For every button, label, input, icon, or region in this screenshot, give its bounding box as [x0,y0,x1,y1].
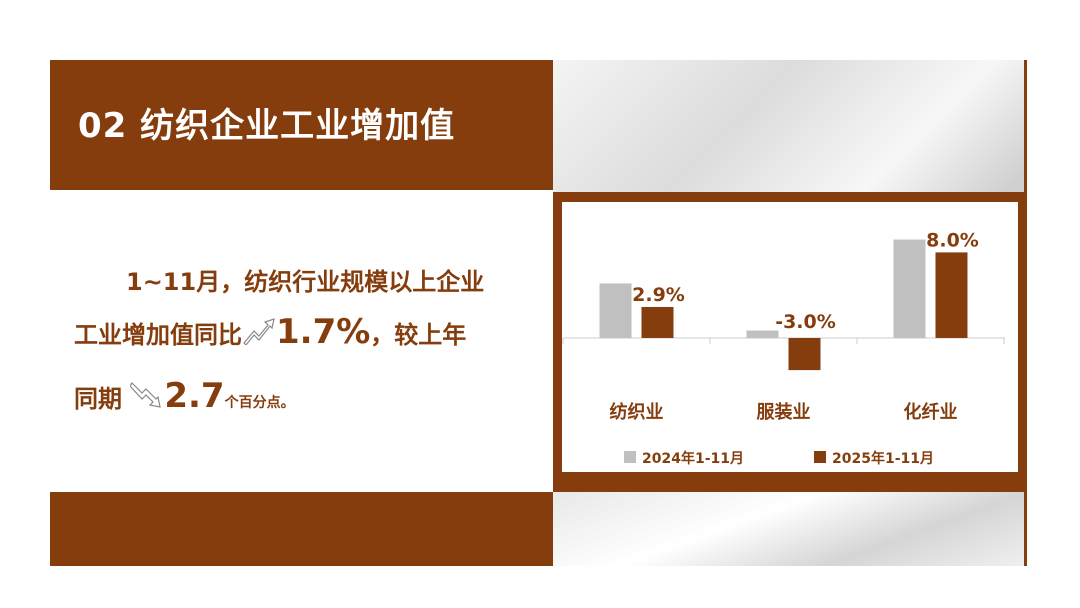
text-line-3-b: 个百分点。 [224,395,295,411]
text-line-2-a: 工业增加值同比 [74,321,242,349]
trend-down-arrow-icon [129,382,162,408]
bar-2024 [746,330,779,338]
legend-label: 2025年1-11月 [832,450,934,467]
text-line-2: 工业增加值同比 1.7%，较上年 [74,312,466,352]
category-label: 纺织业 [610,401,664,423]
page-title: 02 纺织企业工业增加值 [78,106,456,146]
bar-2025 [641,306,674,338]
data-label: 2.9% [632,284,685,306]
legend-swatch [624,451,636,463]
data-label: 8.0% [926,229,979,251]
category-label: 化纤业 [904,401,958,423]
bar-2025 [935,252,968,338]
growth-value: 1.7% [276,312,371,352]
bar-2024 [893,239,926,338]
trend-up-arrow-icon [243,318,275,346]
bar-2024 [599,283,632,338]
bar-2025 [788,338,821,371]
bar-chart: 2.9% 纺织业 -3.0% 服装业 8.0% 化纤业 2024年1-11月 2025年1-1… [562,229,1005,467]
text-line-1: 1~11月，纺织行业规模以上企业 [126,268,485,296]
text-line-3-a: 同期 [74,385,122,413]
text-panel [50,190,553,492]
legend-swatch [814,451,826,463]
text-line-2-b: ，较上年 [370,321,467,349]
legend-label: 2024年1-11月 [642,450,744,467]
decline-value: 2.7 [164,376,225,416]
text-line-3: 同期 2.7个百分点。 [74,376,295,416]
fabric-photo-bottom [553,492,1027,566]
category-label: 服装业 [757,401,811,423]
data-label: -3.0% [775,311,836,333]
